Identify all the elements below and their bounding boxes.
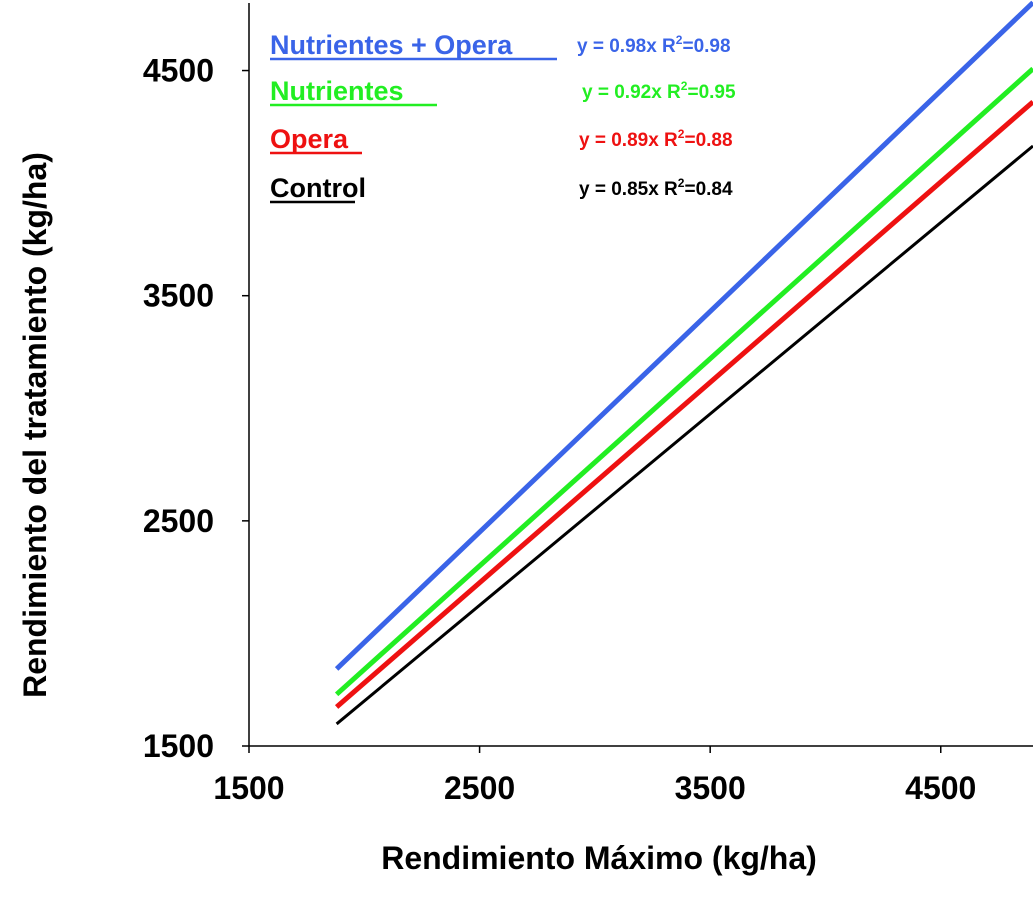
series-line-2 (334, 66, 1033, 697)
series-line-1 (334, 0, 1033, 671)
legend-item-2: Nutrientes y = 0.92x R2=0.95 (270, 76, 736, 107)
r2-superscript: 2 (681, 79, 688, 93)
y-tick-label: 2500 (143, 503, 214, 539)
legend-equation: y = 0.92x R2=0.95 (582, 79, 736, 103)
r2-prefix: R (662, 36, 676, 57)
r2-prefix: R (664, 130, 678, 151)
equation-text: y = 0.85x (579, 179, 664, 200)
r2-value: =0.88 (684, 130, 732, 151)
y-tick-label: 1500 (143, 728, 214, 764)
equation-text: y = 0.98x (577, 36, 662, 57)
x-tick-label: 2500 (444, 770, 515, 806)
y-tick-label: 4500 (143, 53, 214, 89)
legend-item-3: Opera y = 0.89x R2=0.88 (270, 124, 733, 155)
x-tick-label: 3500 (675, 770, 746, 806)
r2-superscript: 2 (676, 33, 683, 47)
r2-superscript: 2 (678, 127, 685, 141)
r2-value: =0.84 (684, 179, 733, 200)
r2-superscript: 2 (678, 176, 685, 190)
equation-text: y = 0.92x (582, 82, 667, 103)
legend: Nutrientes + Opera y = 0.98x R2=0.98Nutri… (270, 30, 736, 204)
x-tick-label: 1500 (213, 770, 284, 806)
legend-equation: y = 0.85x R2=0.84 (579, 176, 733, 200)
legend-item-4: Control y = 0.85x R2=0.84 (270, 173, 733, 204)
legend-item-1: Nutrientes + Opera y = 0.98x R2=0.98 (270, 30, 731, 61)
r2-prefix: R (667, 82, 681, 103)
legend-equation: y = 0.98x R2=0.98 (577, 33, 731, 57)
legend-series-name: Nutrientes + Opera (270, 30, 513, 60)
r2-prefix: R (664, 179, 678, 200)
x-ticks: 1500 2500 3500 4500 (213, 746, 976, 806)
series-lines (334, 0, 1033, 726)
r2-value: =0.95 (687, 82, 736, 103)
series-line-4 (335, 144, 1033, 726)
legend-series-name: Control (270, 173, 366, 203)
x-tick-label: 4500 (905, 770, 976, 806)
series-line-3 (334, 99, 1033, 709)
x-axis-title: Rendimiento Máximo (kg/ha) (381, 840, 817, 876)
equation-text: y = 0.89x (579, 130, 664, 151)
r2-value: =0.98 (682, 36, 730, 57)
y-ticks: 1500 2500 3500 4500 (143, 53, 249, 764)
y-tick-label: 3500 (143, 278, 214, 314)
legend-series-name: Nutrientes (270, 76, 404, 106)
y-axis-title: Rendimiento del tratamiento (kg/ha) (17, 152, 53, 698)
legend-series-name: Opera (270, 124, 349, 154)
legend-equation: y = 0.89x R2=0.88 (579, 127, 733, 151)
axes (248, 3, 1033, 747)
